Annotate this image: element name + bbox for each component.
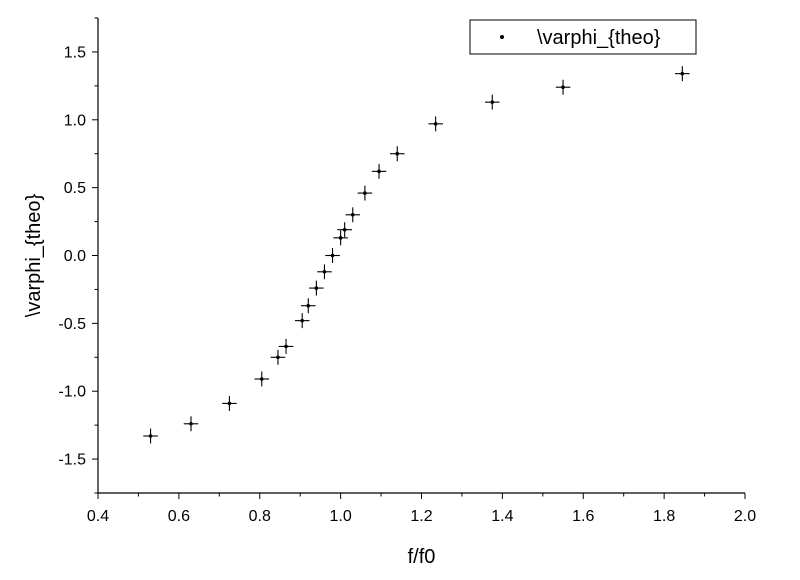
data-point — [484, 94, 500, 110]
y-tick-label: -1.5 — [58, 452, 86, 469]
point-marker — [322, 269, 327, 274]
data-point — [183, 416, 199, 432]
data-point — [357, 185, 373, 201]
x-tick-label: 2.0 — [734, 508, 756, 525]
point-marker — [306, 303, 311, 308]
point-marker — [148, 434, 153, 438]
point-marker — [350, 212, 355, 217]
point-marker — [363, 191, 367, 195]
data-point — [325, 248, 340, 263]
data-point — [143, 428, 158, 444]
point-marker — [284, 344, 288, 349]
x-tick-label: 1.8 — [653, 508, 675, 525]
data-point — [371, 163, 387, 179]
x-axis-ticks: 0.4 0.6 0.8 1.0 1.2 1.4 1.6 1.8 2.0 — [87, 493, 756, 525]
data-point — [345, 207, 361, 223]
point-marker — [300, 318, 305, 323]
data-point — [309, 280, 324, 296]
point-marker — [276, 355, 280, 360]
y-axis-ticks: -1.5 -1.0 -0.5 0.0 0.5 1.0 1.5 — [58, 17, 98, 494]
x-tick-label: 0.6 — [168, 508, 190, 525]
data-point — [428, 116, 443, 132]
y-tick-label: 1.0 — [64, 112, 86, 129]
x-tick-label: 1.6 — [572, 508, 594, 525]
point-marker — [314, 286, 319, 290]
x-tick-label: 0.8 — [249, 508, 271, 525]
data-point — [222, 395, 237, 411]
legend-label: \varphi_{theo} — [537, 27, 661, 49]
data-point — [675, 66, 690, 82]
y-tick-label: -1.0 — [58, 384, 86, 401]
point-marker — [433, 122, 438, 126]
y-tick-label: 0.0 — [64, 248, 86, 265]
point-marker — [189, 421, 193, 426]
point-marker — [338, 236, 343, 240]
point-marker — [227, 401, 232, 406]
x-tick-label: 0.4 — [87, 508, 109, 525]
point-marker — [490, 100, 495, 104]
point-marker — [342, 227, 347, 232]
point-marker — [259, 377, 264, 381]
y-axis-title: \varphi_{theo} — [23, 193, 45, 317]
legend: \varphi_{theo} — [469, 19, 697, 55]
data-point — [555, 79, 571, 95]
point-marker — [377, 169, 381, 174]
data-point — [317, 264, 332, 280]
legend-marker — [500, 35, 504, 39]
data-point — [300, 298, 316, 314]
data-point — [254, 371, 270, 387]
y-tick-label: 1.5 — [64, 44, 86, 61]
data-point — [337, 222, 352, 238]
data-point — [389, 146, 405, 162]
y-tick-label: -0.5 — [58, 316, 86, 333]
x-tick-label: 1.0 — [330, 508, 352, 525]
legend-box — [469, 19, 697, 55]
x-tick-label: 1.4 — [491, 508, 513, 525]
data-points — [143, 66, 690, 444]
x-tick-label: 1.2 — [410, 508, 432, 525]
data-point — [294, 313, 310, 329]
data-point — [278, 338, 294, 354]
data-point — [333, 230, 348, 246]
y-tick-label: 0.5 — [64, 180, 86, 197]
point-marker — [561, 85, 565, 90]
data-point — [270, 349, 286, 365]
x-axis-title: f/f0 — [408, 546, 436, 568]
point-marker — [395, 151, 400, 156]
axes — [97, 18, 745, 494]
point-marker — [330, 253, 335, 258]
point-marker — [680, 71, 685, 76]
